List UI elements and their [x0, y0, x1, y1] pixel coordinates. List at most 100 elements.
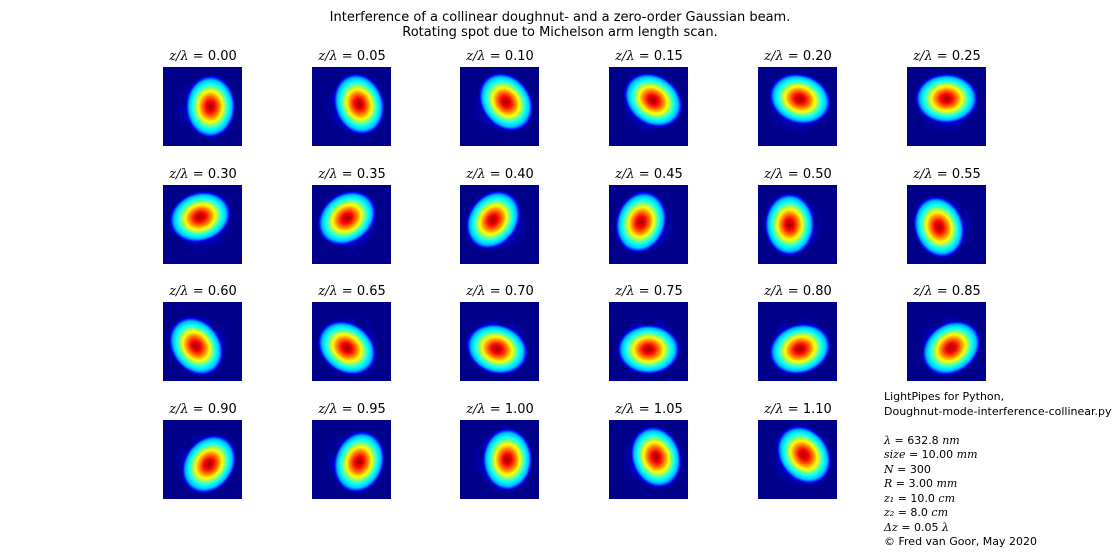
intensity-spot: [914, 73, 979, 124]
panel-label-value: 0.30: [207, 167, 237, 182]
panel-label-value: 0.15: [653, 49, 683, 64]
info-line-1: LightPipes for Python,: [884, 390, 1005, 403]
panel-label: z/λ = 0.55: [913, 167, 981, 182]
credit-line: © Fred van Goor, May 2020: [884, 535, 1038, 548]
panel-label: z/λ = 1.00: [466, 402, 534, 417]
info-text-block: LightPipes for Python, Doughnut-mode-int…: [884, 390, 1112, 550]
intensity-spot: [181, 434, 237, 494]
panel-label-value: 0.35: [356, 167, 386, 182]
panel-label: z/λ = 0.50: [764, 167, 832, 182]
panel-label: z/λ = 1.05: [615, 402, 683, 417]
info-line-2: Doughnut-mode-interference-collinear.py: [884, 404, 1112, 418]
intensity-spot: [465, 190, 521, 250]
panel-label-value: 0.00: [207, 49, 237, 64]
intensity-image: [758, 67, 837, 146]
intensity-spot: [333, 73, 385, 136]
panel-label: z/λ = 1.10: [764, 402, 832, 417]
intensity-image: [609, 185, 688, 264]
intensity-image: [460, 302, 539, 381]
intensity-image: [609, 67, 688, 146]
intensity-image: [163, 67, 242, 146]
intensity-spot: [466, 323, 529, 375]
intensity-image: [163, 420, 242, 499]
intensity-spot: [168, 316, 224, 376]
panel-label: z/λ = 0.35: [318, 167, 386, 182]
panel-label: z/λ = 0.00: [169, 49, 237, 64]
panel-label-value: 0.70: [504, 284, 534, 299]
panel-label: z/λ = 0.20: [764, 49, 832, 64]
panel-label-value: 0.90: [207, 402, 237, 417]
intensity-spot: [776, 425, 832, 485]
intensity-image: [163, 302, 242, 381]
intensity-spot: [764, 192, 815, 257]
intensity-spot: [482, 427, 533, 492]
panel-label: z/λ = 0.85: [913, 284, 981, 299]
parameter-line: z₁ = 10.0 cm: [884, 491, 956, 505]
figure-title: Interference of a collinear doughnut- an…: [0, 10, 1120, 40]
panel-label-value: 0.60: [207, 284, 237, 299]
panel-label-value: 1.05: [653, 402, 683, 417]
panel-label-value: 0.10: [504, 49, 534, 64]
panel-label-value: 0.95: [356, 402, 386, 417]
panel-label-value: 0.85: [951, 284, 981, 299]
intensity-spot: [317, 190, 377, 246]
panel-label-value: 0.55: [951, 167, 981, 182]
panel-label-value: 0.05: [356, 49, 386, 64]
intensity-image: [312, 67, 391, 146]
panel-label-value: 1.10: [802, 402, 832, 417]
intensity-spot: [623, 72, 683, 128]
panel-label: z/λ = 0.10: [466, 49, 534, 64]
intensity-image: [907, 302, 986, 381]
parameter-line: R = 3.00 mm: [884, 477, 958, 490]
intensity-spot: [333, 430, 385, 493]
panel-label: z/λ = 0.95: [318, 402, 386, 417]
parameter-line: Δz = 0.05 λ: [884, 520, 949, 534]
parameter-line: λ = 632.8 nm: [884, 433, 960, 447]
intensity-spot: [615, 191, 667, 254]
panel-label: z/λ = 0.45: [615, 167, 683, 182]
intensity-image: [312, 302, 391, 381]
panel-label: z/λ = 0.75: [615, 284, 683, 299]
intensity-image: [609, 302, 688, 381]
panel-label: z/λ = 0.05: [318, 49, 386, 64]
intensity-spot: [169, 191, 232, 243]
intensity-spot: [478, 72, 534, 132]
intensity-spot: [768, 73, 831, 125]
intensity-image: [907, 67, 986, 146]
panel-label-value: 0.80: [802, 284, 832, 299]
intensity-spot: [616, 324, 681, 375]
intensity-image: [460, 420, 539, 499]
panel-label: z/λ = 0.15: [615, 49, 683, 64]
title-line-2: Rotating spot due to Michelson arm lengt…: [402, 25, 718, 40]
panel-label-value: 0.50: [802, 167, 832, 182]
intensity-spot: [921, 320, 981, 376]
panel-label: z/λ = 0.90: [169, 402, 237, 417]
panel-label: z/λ = 0.80: [764, 284, 832, 299]
panel-label-value: 0.75: [653, 284, 683, 299]
intensity-spot: [913, 195, 965, 258]
intensity-spot: [317, 320, 377, 376]
intensity-image: [758, 420, 837, 499]
intensity-image: [163, 185, 242, 264]
intensity-image: [907, 185, 986, 264]
title-line-1: Interference of a collinear doughnut- an…: [329, 10, 791, 25]
panel-label: z/λ = 0.65: [318, 284, 386, 299]
panel-label: z/λ = 0.40: [466, 167, 534, 182]
intensity-image: [312, 185, 391, 264]
panel-label-value: 0.65: [356, 284, 386, 299]
intensity-image: [758, 185, 837, 264]
parameter-line: N = 300: [884, 462, 931, 476]
intensity-image: [460, 67, 539, 146]
intensity-image: [609, 420, 688, 499]
parameter-line: z₂ = 8.0 cm: [884, 506, 949, 519]
panel-label-value: 0.45: [653, 167, 683, 182]
panel-label: z/λ = 0.30: [169, 167, 237, 182]
intensity-spot: [630, 426, 682, 489]
panel-label-value: 1.00: [504, 402, 534, 417]
panel-label: z/λ = 0.25: [913, 49, 981, 64]
panel-label: z/λ = 0.60: [169, 284, 237, 299]
panel-label-value: 0.40: [504, 167, 534, 182]
panel-label-value: 0.25: [951, 49, 981, 64]
intensity-spot: [185, 74, 236, 139]
intensity-image: [312, 420, 391, 499]
